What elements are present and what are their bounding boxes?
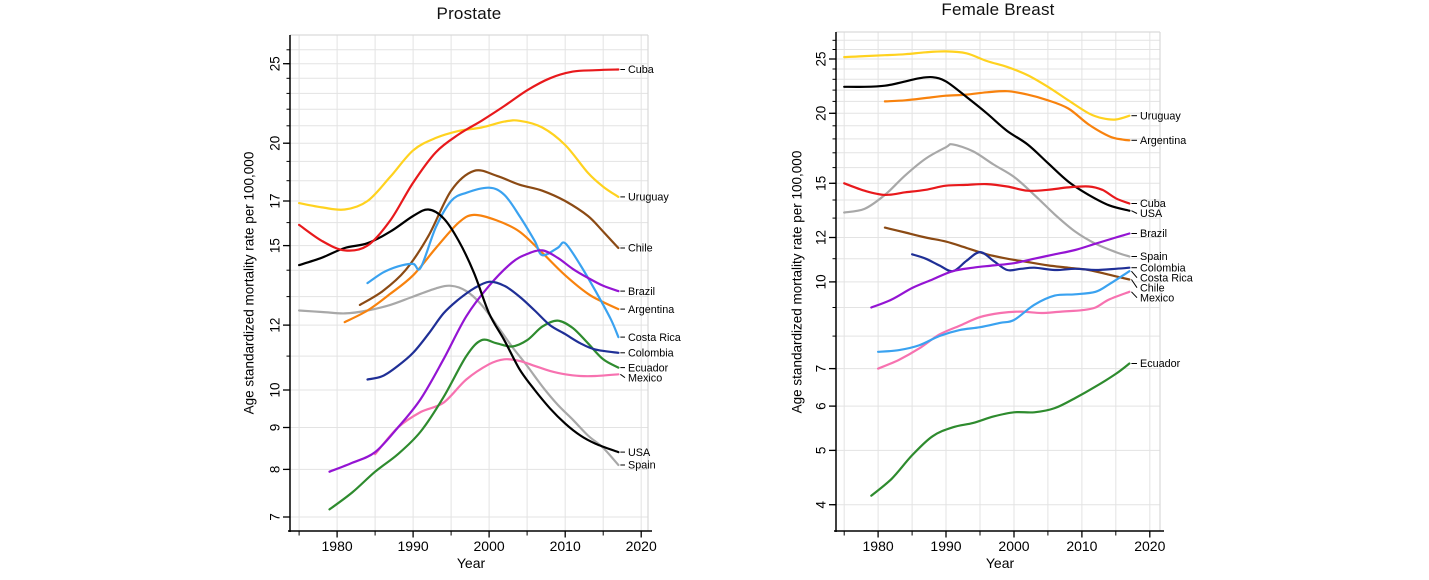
country-label-mexico: Mexico (1140, 292, 1174, 304)
prostate-gridlines (290, 35, 648, 531)
country-label-spain: Spain (1140, 251, 1168, 263)
y-tick-label: 4 (814, 500, 829, 508)
country-label-usa: USA (1140, 208, 1163, 220)
y-tick-label: 15 (268, 238, 283, 253)
x-tick-label: 1980 (322, 538, 353, 554)
series-line-mexico (877, 290, 1131, 370)
series-line-uruguay (298, 119, 620, 211)
series-line-chile (883, 226, 1131, 281)
prostate-chart: 7 8 9 10 12 15 17 20 25 1980 1990 2000 2010 2020 Cuba U… (268, 34, 681, 554)
series-line-colombia (911, 251, 1131, 273)
y-tick-label: 17 (268, 193, 283, 208)
female-breast-y-axis-label: Age standardized mortality rate per 100,… (789, 150, 805, 413)
series-line-costa-rica (366, 186, 620, 339)
country-label-colombia: Colombia (628, 348, 674, 360)
label-leader-mexico (1131, 291, 1138, 299)
y-tick-label: 20 (268, 136, 283, 151)
series-line-ecuador (870, 362, 1131, 497)
y-tick-label: 6 (814, 402, 829, 410)
y-tick-label: 10 (268, 382, 283, 397)
series-line-chile (358, 169, 620, 306)
y-tick-label: 7 (268, 513, 283, 521)
country-label-argentina: Argentina (1140, 135, 1186, 147)
country-label-costa-rica: Costa Rica (1140, 272, 1193, 284)
country-label-brazil: Brazil (628, 286, 655, 298)
series-line-argentina (343, 213, 620, 324)
y-tick-label: 7 (814, 365, 829, 373)
country-label-chile: Chile (628, 243, 653, 255)
series-line-usa (843, 75, 1131, 212)
country-label-costa-rica: Costa Rica (628, 332, 681, 344)
y-tick-label: 12 (268, 318, 283, 333)
country-label-ecuador: Ecuador (1140, 358, 1181, 370)
country-label-ecuador: Ecuador (628, 362, 669, 374)
series-line-usa (298, 208, 620, 454)
country-label-uruguay: Uruguay (628, 192, 669, 204)
label-leader-mexico (620, 373, 626, 379)
y-tick-label: 12 (814, 230, 829, 245)
series-line-uruguay (843, 50, 1131, 121)
female-breast-x-axis-label: Year (985, 555, 1015, 571)
x-tick-label: 2010 (550, 538, 581, 554)
x-tick-label: 2010 (1066, 538, 1097, 554)
x-tick-label: 2000 (998, 538, 1029, 554)
prostate-x-axis-label: Year (456, 555, 486, 571)
series-line-cuba (298, 68, 620, 252)
x-tick-label: 1990 (930, 538, 961, 554)
label-leader-usa (1131, 210, 1138, 214)
female-breast-chart: 4 5 6 7 10 12 15 20 25 1980 1990 2000 2010 2020 Urugua… (814, 31, 1193, 554)
series-line-brazil (328, 249, 620, 473)
y-tick-label: 20 (814, 106, 829, 121)
y-tick-label: 15 (814, 176, 829, 191)
series-line-argentina (883, 90, 1131, 142)
country-label-mexico: Mexico (628, 372, 662, 384)
series-line-brazil (870, 232, 1131, 309)
country-label-cuba: Cuba (628, 64, 654, 76)
country-label-cuba: Cuba (1140, 198, 1166, 210)
y-tick-label: 25 (814, 51, 829, 66)
series-line-costa-rica (877, 270, 1131, 353)
x-tick-label: 1980 (863, 538, 894, 554)
x-tick-label: 2020 (626, 538, 657, 554)
series-line-mexico (374, 358, 620, 456)
series-line-cuba (843, 182, 1131, 205)
female-breast-chart-title: Female Breast (941, 0, 1055, 19)
series-line-ecuador (328, 319, 620, 511)
x-tick-label: 1990 (398, 538, 429, 554)
country-label-colombia: Colombia (1140, 262, 1186, 274)
country-label-argentina: Argentina (628, 304, 674, 316)
series-line-colombia (366, 280, 620, 381)
label-leader-chile (1131, 279, 1138, 288)
country-label-uruguay: Uruguay (1140, 110, 1181, 122)
y-tick-label: 5 (814, 447, 829, 455)
country-label-usa: USA (628, 447, 651, 459)
country-label-chile: Chile (1140, 282, 1165, 294)
series-line-spain (843, 143, 1131, 258)
female-breast-gridlines (836, 32, 1160, 531)
x-tick-label: 2000 (474, 538, 505, 554)
prostate-chart-title: Prostate (436, 4, 502, 23)
x-tick-label: 2020 (1134, 538, 1165, 554)
country-label-brazil: Brazil (1140, 228, 1167, 240)
y-tick-label: 10 (814, 274, 829, 289)
y-tick-label: 25 (268, 56, 283, 71)
y-tick-label: 9 (268, 424, 283, 432)
prostate-y-axis-label: Age standardized mortality rate per 100,… (241, 151, 257, 415)
label-leader-costa-rica (1131, 270, 1138, 279)
country-label-spain: Spain (628, 460, 656, 472)
y-tick-label: 8 (268, 466, 283, 474)
